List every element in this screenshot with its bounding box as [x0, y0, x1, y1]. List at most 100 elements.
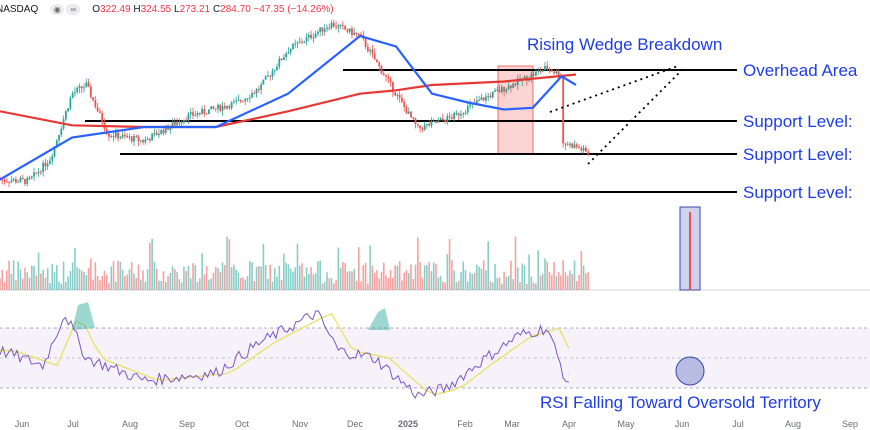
volume-bar	[264, 265, 267, 290]
candle-body	[346, 29, 349, 32]
volume-bar	[382, 262, 385, 290]
volume-bar	[321, 283, 324, 290]
volume-bar	[494, 264, 496, 290]
volume-bar	[199, 278, 201, 290]
candle-body	[192, 112, 194, 116]
volume-bar	[537, 250, 539, 290]
candle-body	[355, 32, 358, 34]
volume-bar	[21, 278, 24, 290]
candle-body	[428, 123, 431, 126]
candle-body	[267, 75, 269, 77]
volume-bar	[151, 238, 153, 290]
volume-bar	[548, 271, 551, 290]
volume-bar	[128, 269, 131, 290]
candle-body	[396, 94, 399, 96]
candle-body	[373, 53, 376, 60]
candle-body	[8, 181, 10, 183]
volume-bar	[378, 278, 381, 290]
candle-body	[214, 108, 217, 110]
candle-body	[296, 42, 299, 44]
candle-body	[180, 122, 183, 124]
volume-bar	[566, 275, 569, 290]
candle-body	[571, 143, 574, 148]
x-tick-label: Apr	[562, 419, 576, 429]
volume-bar	[244, 279, 247, 290]
volume-bar	[121, 269, 124, 290]
volume-bar	[410, 264, 412, 290]
volume-bar	[442, 281, 444, 290]
candle-body	[426, 123, 428, 125]
candle-body	[169, 126, 172, 130]
candle-body	[378, 62, 381, 67]
volume-bar	[437, 277, 440, 290]
volume-bar	[67, 276, 69, 290]
x-tick-label: Jul	[732, 419, 744, 429]
volume-bar	[174, 269, 176, 290]
candle-body	[457, 112, 460, 116]
candle-body	[135, 136, 138, 138]
candle-body	[389, 78, 392, 82]
candle-body	[208, 109, 210, 114]
volume-bar	[532, 282, 535, 290]
candle-body	[217, 104, 219, 109]
volume-bar	[8, 260, 10, 290]
volume-bar	[217, 268, 219, 290]
candle-body	[317, 31, 319, 34]
candle-body	[78, 86, 81, 88]
volume-bar	[380, 271, 383, 290]
candle-body	[142, 140, 144, 143]
volume-bar	[162, 271, 165, 290]
volume-bar	[373, 272, 376, 290]
candle-body	[416, 124, 419, 126]
volume-bar	[328, 278, 331, 290]
volume-bar	[105, 274, 108, 290]
candle-body	[126, 135, 129, 138]
candle-body	[26, 177, 29, 184]
volume-bar	[160, 281, 163, 290]
candle-body	[357, 33, 360, 35]
volume-bar	[308, 273, 310, 290]
candle-body	[578, 146, 580, 148]
candle-body	[330, 22, 333, 29]
candle-body	[437, 120, 440, 123]
volume-bar	[112, 261, 115, 290]
candle-body	[530, 73, 533, 79]
volume-bar	[280, 279, 283, 290]
candle-body	[385, 75, 387, 77]
x-tick-label: Feb	[457, 419, 473, 429]
candle-body	[323, 29, 326, 32]
candle-body	[380, 66, 383, 74]
candle-body	[185, 119, 188, 121]
candle-body	[564, 143, 567, 145]
volume-bar	[401, 280, 403, 290]
candle-body	[398, 94, 401, 98]
candle-body	[464, 112, 467, 114]
candle-body	[187, 114, 190, 121]
candle-body	[512, 83, 515, 89]
candle-body	[30, 176, 33, 179]
candle-body	[319, 27, 322, 32]
candle-body	[537, 70, 540, 72]
candle-body	[14, 179, 17, 183]
eye-icon[interactable]: ◉	[50, 3, 65, 15]
candle-body	[475, 100, 478, 104]
candle-body	[133, 136, 135, 142]
candle-body	[94, 100, 97, 108]
volume-bar	[457, 280, 460, 290]
candle-body	[298, 41, 301, 43]
volume-bar	[85, 275, 88, 290]
candle-body	[494, 90, 496, 92]
volume-bar	[303, 276, 306, 290]
volume-bar	[62, 261, 65, 290]
volume-bar	[573, 260, 576, 290]
volume-bar	[512, 279, 514, 290]
candle-body	[446, 116, 449, 123]
volume-bar	[171, 266, 174, 290]
settings-icon[interactable]: ∞	[66, 3, 81, 15]
candle-body	[312, 37, 315, 39]
volume-bar	[71, 262, 74, 290]
volume-bar	[176, 272, 178, 290]
candle-body	[548, 68, 551, 70]
volume-bar	[294, 267, 296, 290]
volume-bar	[6, 270, 8, 290]
